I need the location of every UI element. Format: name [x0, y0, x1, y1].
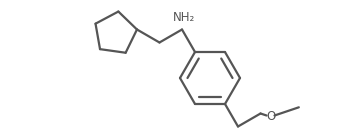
Text: NH₂: NH₂: [173, 11, 195, 23]
Text: O: O: [266, 110, 275, 123]
